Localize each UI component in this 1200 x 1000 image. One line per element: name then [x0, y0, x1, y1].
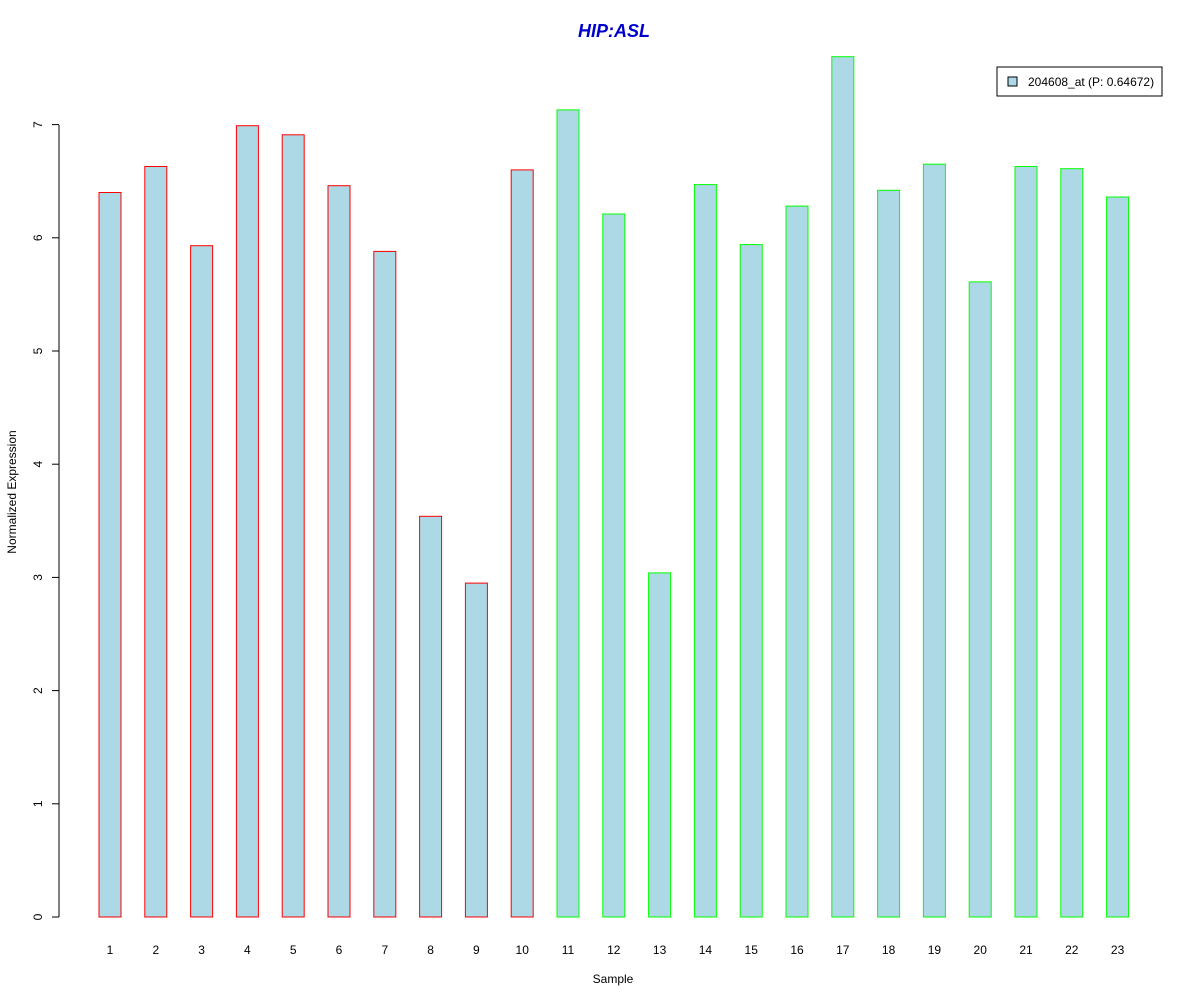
y-tick-label: 3 [31, 574, 45, 581]
x-tick-label: 20 [974, 943, 988, 957]
bar-sample-13 [648, 572, 672, 918]
legend: 204608_at (P: 0.64672) [996, 66, 1163, 97]
bar-sample-15 [739, 244, 763, 918]
bars [98, 56, 1130, 918]
bar-sample-20 [968, 281, 992, 918]
x-tick-label: 3 [198, 943, 205, 957]
bar-sample-2 [144, 166, 168, 918]
x-tick-label: 2 [152, 943, 159, 957]
x-tick-label: 21 [1019, 943, 1033, 957]
bar-sample-9 [464, 582, 488, 918]
x-tick-label: 1 [107, 943, 114, 957]
bar-sample-5 [281, 134, 305, 918]
x-tick-label: 17 [836, 943, 850, 957]
y-tick-label: 7 [31, 121, 45, 128]
bar-sample-4 [235, 125, 259, 918]
y-tick-label: 2 [31, 687, 45, 694]
x-tick-label: 10 [516, 943, 530, 957]
x-tick-label: 13 [653, 943, 667, 957]
bar-sample-17 [831, 56, 855, 918]
legend-swatch [1007, 76, 1018, 87]
x-tick-label: 12 [607, 943, 621, 957]
bar-sample-19 [922, 163, 946, 918]
x-tick-label: 7 [381, 943, 388, 957]
x-tick-label: 6 [336, 943, 343, 957]
bar-sample-3 [190, 245, 214, 918]
x-tick-label: 5 [290, 943, 297, 957]
x-tick-label: 15 [745, 943, 759, 957]
bar-sample-21 [1014, 166, 1038, 918]
bar-sample-8 [419, 515, 443, 918]
x-tick-label: 8 [427, 943, 434, 957]
bar-sample-23 [1106, 196, 1130, 918]
legend-box [996, 66, 1163, 97]
x-axis-labels: 1 2 3 4 5 6 7 8 9 10 11 12 13 14 15 16 17 18 19 20 21 22 23 [107, 943, 1125, 957]
x-tick-label: 16 [790, 943, 804, 957]
y-tick-label: 4 [31, 461, 45, 468]
bar-sample-22 [1060, 168, 1084, 918]
x-tick-label: 18 [882, 943, 896, 957]
x-tick-label: 23 [1111, 943, 1125, 957]
y-tick-label: 0 [31, 913, 45, 920]
y-tick-label: 1 [31, 800, 45, 807]
bar-sample-7 [373, 250, 397, 918]
legend-label: 204608_at (P: 0.64672) [1028, 75, 1154, 89]
x-tick-label: 14 [699, 943, 713, 957]
x-tick-label: 19 [928, 943, 942, 957]
x-tick-label: 9 [473, 943, 480, 957]
bar-sample-11 [556, 109, 580, 918]
bar-sample-6 [327, 185, 351, 918]
x-tick-label: 11 [562, 943, 575, 957]
bar-sample-18 [877, 189, 901, 918]
bar-sample-1 [98, 192, 122, 918]
bar-sample-12 [602, 213, 626, 918]
y-axis-title: Normalized Expression [5, 430, 19, 553]
y-axis-ticks: 0 1 2 3 4 5 6 7 [31, 121, 59, 920]
x-axis-title: Sample [593, 972, 634, 986]
chart-title: HIP:ASL [578, 21, 650, 41]
x-tick-label: 4 [244, 943, 251, 957]
x-tick-label: 22 [1065, 943, 1079, 957]
y-tick-label: 5 [31, 347, 45, 354]
bar-sample-16 [785, 205, 809, 918]
bar-sample-10 [510, 169, 534, 918]
y-tick-label: 6 [31, 234, 45, 241]
bar-sample-14 [693, 184, 717, 918]
